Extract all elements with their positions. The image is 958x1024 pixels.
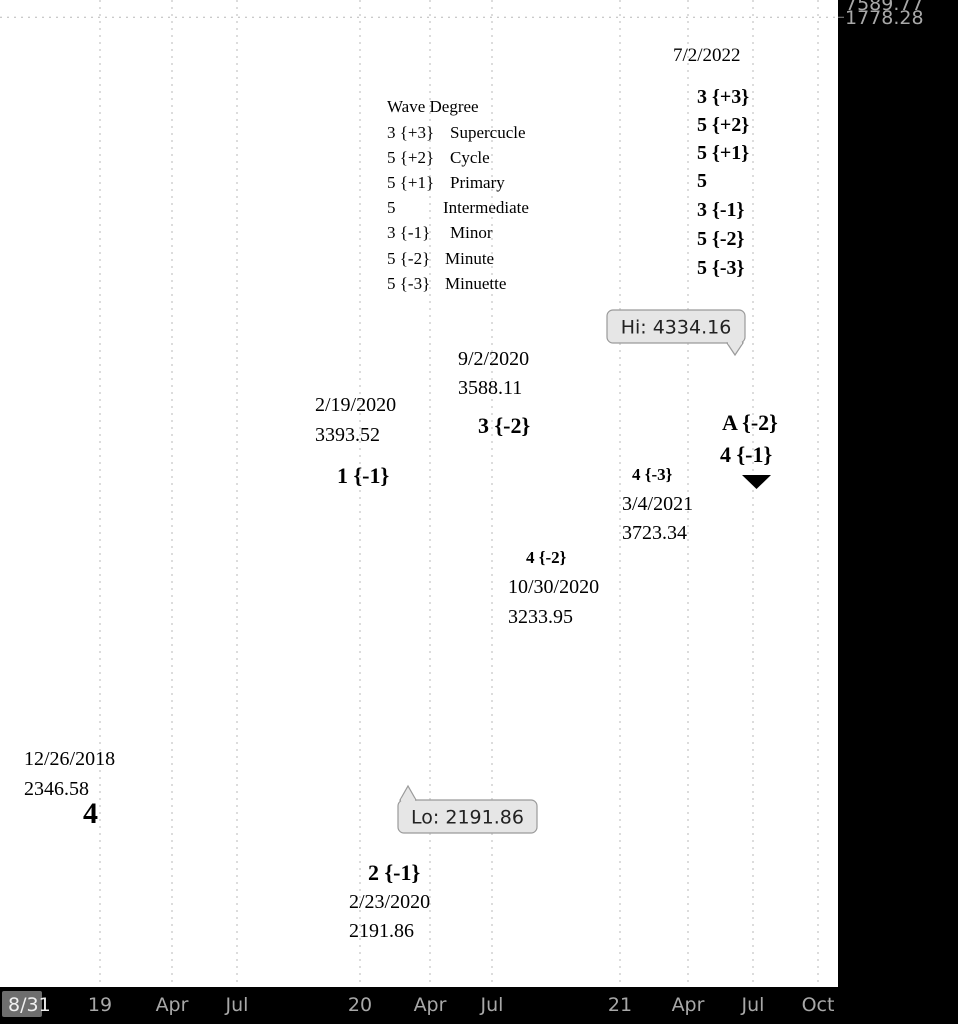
callout-box [397,799,538,834]
wave-annotation: 2/19/2020 [315,394,396,416]
x-tick-label: Apr [672,994,705,1016]
wave-annotation: 10/30/2020 [508,576,599,598]
y-tick-label: 1778.28 [845,7,924,29]
x-tick-label: Jul [480,994,504,1016]
callout-high: Hi: 4334.16 [606,309,746,357]
wave-annotation: 4 {-1} [720,442,772,467]
callout-low: Lo: 2191.86 [397,784,538,834]
legend-degree: 5 [387,198,396,217]
projection-row: 5 [697,170,707,192]
x-tick-label: 8/31 [8,994,51,1016]
x-tick-label: Oct [802,994,835,1016]
projection-row: 5 {+1} [697,142,749,164]
wave-annotation: 3/4/2021 [622,493,693,515]
wave-annotation: 2346.58 [24,778,89,800]
legend-title: Wave Degree [387,97,479,116]
wave-annotation: 4 {-2} [526,548,567,567]
wave-annotation: 3723.34 [622,522,687,544]
legend-degree-name: Supercucle [450,123,526,142]
legend-degree: 5 {+2} [387,148,434,167]
callout-box [606,309,746,344]
legend-degree: 5 {+1} [387,173,434,192]
x-tick-label: Jul [741,994,765,1016]
wave-annotation: 4 {-3} [632,465,673,484]
price-axis [838,0,958,1024]
wave-annotation: 3 {-2} [478,413,530,438]
projection-row: 3 {+3} [697,86,749,108]
wave-annotation: 2/23/2020 [349,891,430,913]
legend-degree: 3 {-1} [387,223,430,242]
down-arrow-icon [742,475,771,489]
wave-annotation: 2 {-1} [368,860,420,885]
legend-degree-name: Primary [450,173,505,192]
legend-degree-name: Intermediate [443,198,529,217]
wave-annotation: 9/2/2020 [458,348,529,370]
wave-annotation: 1 {-1} [337,463,389,488]
wave-annotation: 2191.86 [349,920,414,942]
wave-annotation: 3393.52 [315,424,380,446]
x-tick-label: 21 [608,994,632,1016]
x-tick-label: Jul [225,994,249,1016]
legend-degree: 5 {-2} [387,249,430,268]
projection-row: 5 {-3} [697,257,745,279]
wave-annotation: 3233.95 [508,606,573,628]
legend-degree-name: Minor [450,223,493,242]
callout-text: Lo: 2191.86 [411,807,524,829]
x-tick-label: Apr [414,994,447,1016]
x-start-badge [2,991,42,1017]
x-tick-label: Apr [156,994,189,1016]
legend-degree-name: Minute [445,249,494,268]
y-tick-label: 7589.77 [845,0,924,15]
projection-row: 3 {-1} [697,199,745,221]
wave-annotation: 3588.11 [458,377,522,399]
wave-annotation: A {-2} [722,410,778,435]
legend-degree: 3 {+3} [387,123,434,142]
wave-annotation: 12/26/2018 [24,748,115,770]
wave-annotation: 4 [83,797,98,830]
projection-row: 5 {-2} [697,228,745,250]
legend-degree-name: Minuette [445,274,506,293]
x-tick-label: 20 [348,994,372,1016]
x-tick-label: 19 [88,994,112,1016]
callout-text: Hi: 4334.16 [621,317,732,339]
legend-degree-name: Cycle [450,148,490,167]
projection-date: 7/2/2022 [673,45,741,66]
projection-row: 5 {+2} [697,114,749,136]
time-axis [0,987,838,1024]
legend-degree: 5 {-3} [387,274,430,293]
